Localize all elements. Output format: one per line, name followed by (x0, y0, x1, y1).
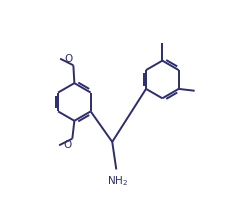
Text: NH$_2$: NH$_2$ (107, 175, 128, 188)
Text: O: O (64, 54, 72, 64)
Text: O: O (63, 140, 71, 150)
